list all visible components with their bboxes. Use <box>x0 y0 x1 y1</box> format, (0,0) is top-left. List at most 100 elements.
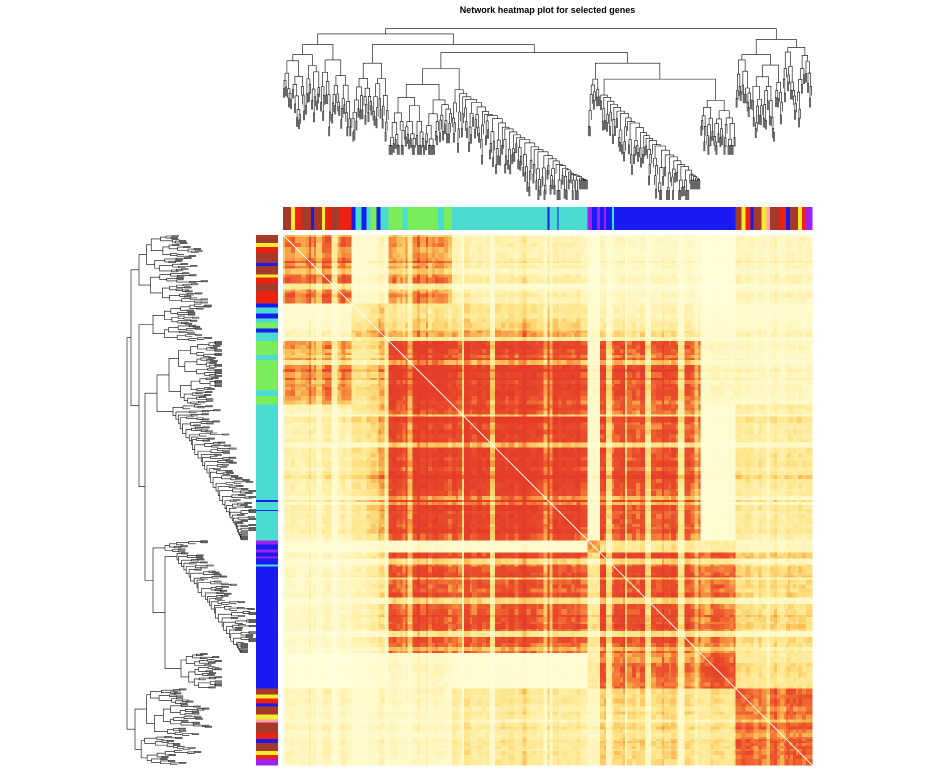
heatmap-cell <box>805 253 813 259</box>
dendrogram-branch <box>224 606 232 610</box>
heatmap-cell <box>366 293 371 298</box>
module-color-bar-segment <box>256 549 278 553</box>
heatmap-cell <box>626 243 633 248</box>
heatmap-cell <box>396 340 402 346</box>
heatmap-cell <box>285 322 292 330</box>
dendrogram-branch <box>177 320 191 324</box>
heatmap-cell <box>797 344 803 350</box>
heatmap-cell <box>482 307 487 315</box>
heatmap-cell <box>599 340 605 346</box>
heatmap-cell <box>361 293 367 298</box>
heatmap-cell <box>741 344 747 350</box>
heatmap-cell <box>402 274 407 278</box>
dendrogram-branch <box>654 175 657 190</box>
dendrogram-branch <box>529 170 532 188</box>
module-color-bar-segment <box>256 266 278 275</box>
heatmap-cell <box>526 313 531 320</box>
heatmap-cell <box>645 247 652 254</box>
module-color-bar-segment <box>331 207 340 230</box>
heatmap-cell <box>571 274 576 278</box>
heatmap-cell <box>753 274 760 278</box>
heatmap-cell <box>758 332 763 338</box>
dendrogram-branch <box>200 656 213 659</box>
dendrogram-branch <box>188 747 196 749</box>
heatmap-cell <box>402 307 407 315</box>
heatmap-cell <box>704 243 711 248</box>
dendrogram-branch <box>316 100 318 111</box>
heatmap-cell <box>769 243 775 248</box>
heatmap-cell <box>605 277 613 284</box>
module-color-bar-segment <box>256 283 278 292</box>
heatmap-cell <box>416 253 421 259</box>
heatmap-cell <box>495 268 502 275</box>
heatmap-cell <box>341 318 346 324</box>
dendrogram-branch <box>185 566 196 574</box>
heatmap-cell <box>495 340 502 346</box>
heatmap-cell <box>322 283 326 290</box>
heatmap-cell <box>631 243 637 248</box>
heatmap-cell <box>443 277 449 284</box>
heatmap-cell <box>351 258 356 262</box>
heatmap-cell <box>416 283 421 290</box>
heatmap-cell <box>351 268 356 275</box>
heatmap-cell <box>518 283 523 290</box>
dendrogram-branch <box>370 105 373 116</box>
heatmap-cell <box>558 313 563 320</box>
dendrogram-branch <box>240 643 248 645</box>
heatmap-cell <box>549 253 554 259</box>
heatmap-cell <box>664 258 670 262</box>
dendrogram-branch <box>202 410 214 413</box>
heatmap-cell <box>566 303 573 309</box>
heatmap-cell <box>645 293 652 298</box>
heatmap-cell <box>407 332 414 338</box>
heatmap-cell <box>370 318 378 324</box>
heatmap-cell <box>388 237 394 244</box>
heatmap-cell <box>805 237 813 244</box>
heatmap-cell <box>295 297 302 305</box>
heatmap-cell <box>443 253 449 259</box>
heatmap-cell <box>434 235 439 238</box>
heatmap-cell <box>490 237 496 244</box>
heatmap-cell <box>447 318 453 324</box>
heatmap-cell <box>678 277 685 284</box>
dendrogram-branch <box>178 265 191 269</box>
heatmap-cell <box>486 313 491 320</box>
dendrogram-branch <box>372 44 535 64</box>
dendrogram-branch <box>138 324 153 488</box>
heatmap-cell <box>753 322 760 330</box>
heatmap-cell <box>613 277 621 284</box>
dendrogram-branch <box>196 337 205 340</box>
dendrogram-branch <box>597 96 600 107</box>
heatmap-cell <box>613 247 621 254</box>
heatmap-cell <box>776 336 781 342</box>
dendrogram-branch <box>588 126 591 137</box>
heatmap-cell <box>325 307 332 315</box>
heatmap-cell <box>690 322 695 330</box>
heatmap-cell <box>301 243 307 248</box>
module-color-bar-segment <box>256 332 278 342</box>
heatmap-cell <box>285 344 292 350</box>
dendrogram-branch <box>248 509 256 512</box>
heatmap-cell <box>366 283 371 290</box>
dendrogram-branch <box>704 126 707 142</box>
heatmap-cell <box>412 283 418 290</box>
top-module-color-bar <box>283 207 813 230</box>
heatmap-cell <box>351 322 356 330</box>
heatmap-cell <box>301 293 307 298</box>
heatmap-cell <box>345 247 352 254</box>
heatmap-cell <box>490 253 496 259</box>
heatmap-cell <box>769 307 775 315</box>
heatmap-cell <box>596 243 601 248</box>
dendrogram-branch <box>214 676 222 679</box>
heatmap-cell <box>745 336 752 342</box>
heatmap-cell <box>801 340 807 346</box>
dendrogram-branch <box>541 176 544 187</box>
dendrogram-branch <box>721 135 724 146</box>
heatmap-cell <box>380 283 386 290</box>
heatmap-cell <box>457 348 463 354</box>
dendrogram-branch <box>196 554 204 557</box>
dendrogram-branch <box>196 307 204 310</box>
heatmap-cell <box>518 253 523 259</box>
heatmap-cell <box>341 237 346 244</box>
heatmap-cell <box>514 253 519 259</box>
